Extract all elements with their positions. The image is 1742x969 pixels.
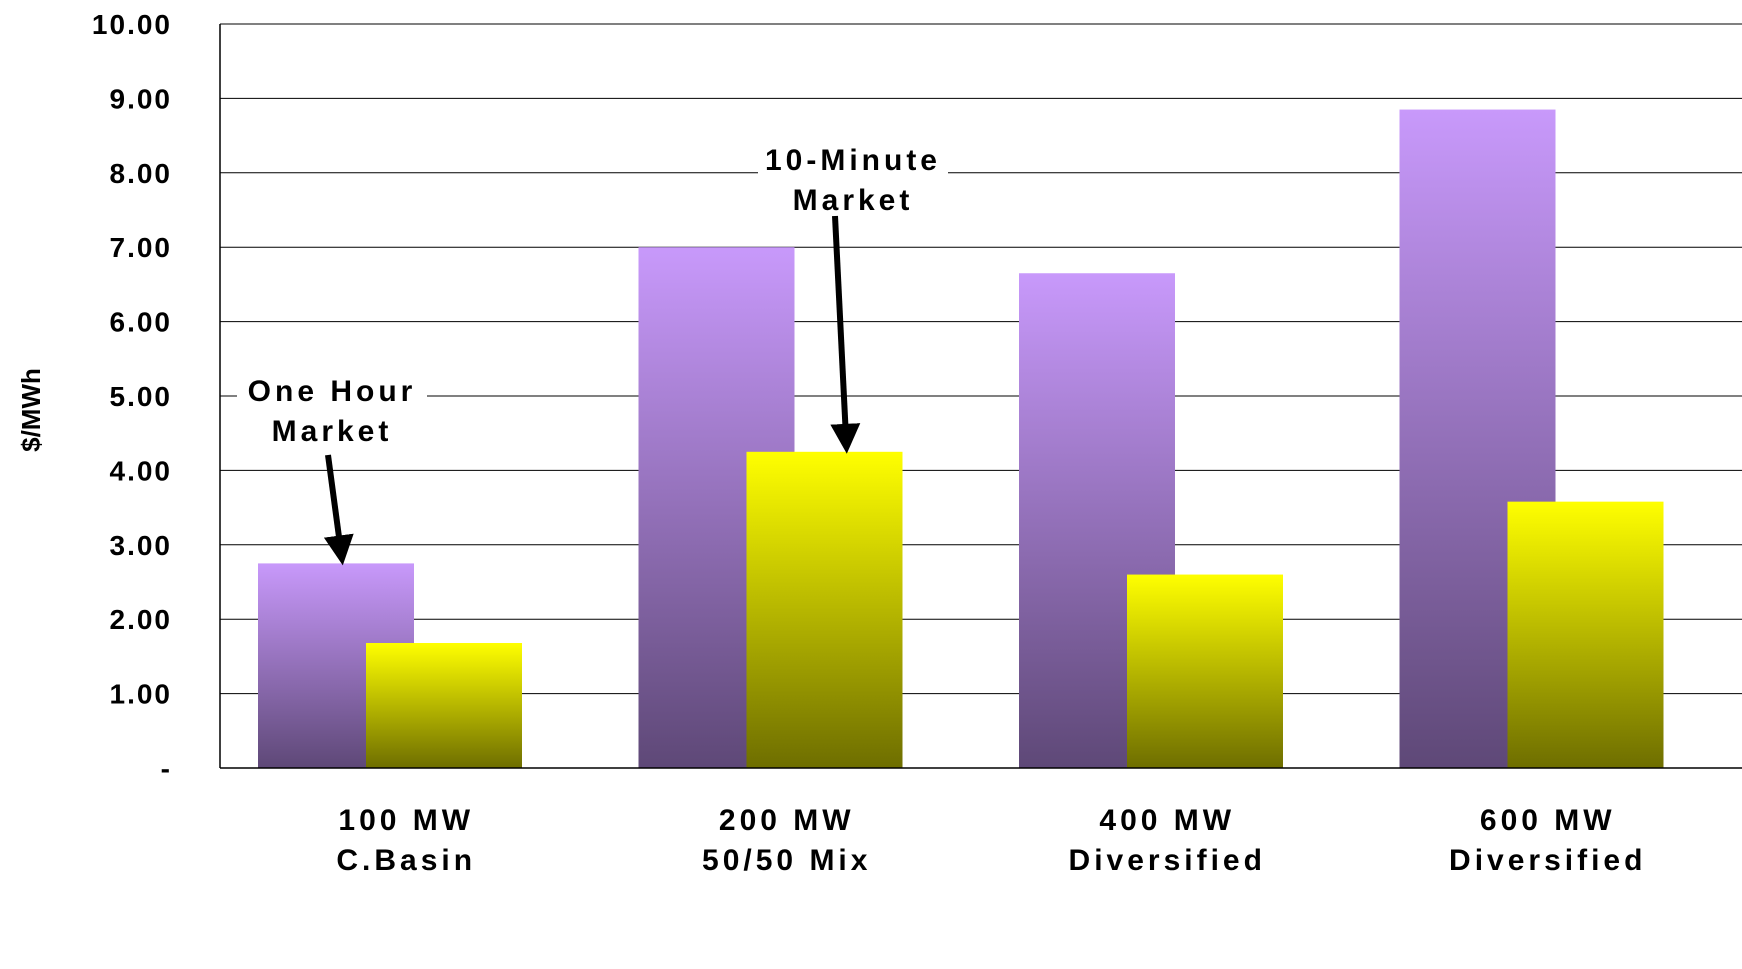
y-tick-label: 1.00 <box>110 679 173 710</box>
x-axis: 100 MW C.Basin 200 MW 50/50 Mix 400 MW Divers… <box>336 804 1646 877</box>
x-tick-label: 200 MW 50/50 Mix <box>702 804 871 877</box>
y-tick-label: 8.00 <box>110 158 173 189</box>
y-tick-label: 9.00 <box>110 83 173 114</box>
x-tick-label: 100 MW C.Basin <box>336 804 476 877</box>
bars <box>258 109 1664 768</box>
y-tick-label: - <box>161 753 172 784</box>
x-tick-label: 600 MW Diversified <box>1449 804 1646 877</box>
y-axis: - 1.00 2.00 3.00 4.00 5.00 6.00 7.00 8.00 9.00 10.… <box>92 9 173 784</box>
annotation-backing <box>758 140 948 220</box>
y-axis-title: $/MWh <box>16 368 46 452</box>
bar-series-2-3 <box>1127 574 1283 768</box>
annotations: One Hour Market 10-Minute Market <box>237 140 948 566</box>
x-tick-label: 400 MW Diversified <box>1069 804 1266 877</box>
y-tick-label: 6.00 <box>110 307 173 338</box>
annotation-backing <box>237 371 427 451</box>
annotation-label: 10-Minute Market <box>765 144 941 217</box>
bar-series-2-2 <box>746 451 903 768</box>
y-tick-label: 3.00 <box>110 530 173 561</box>
bar-series-2-4 <box>1507 501 1664 768</box>
y-tick-label: 7.00 <box>110 232 173 263</box>
y-tick-label: 4.00 <box>110 455 173 486</box>
annotation-arrow <box>323 454 354 566</box>
annotation-label: One Hour Market <box>248 375 417 448</box>
bar-series-2-1 <box>366 643 522 768</box>
y-tick-label: 5.00 <box>110 381 173 412</box>
y-tick-label: 10.00 <box>92 9 172 40</box>
annotation-arrow <box>830 215 861 454</box>
y-tick-label: 2.00 <box>110 604 173 635</box>
plot-frame <box>219 23 1742 769</box>
